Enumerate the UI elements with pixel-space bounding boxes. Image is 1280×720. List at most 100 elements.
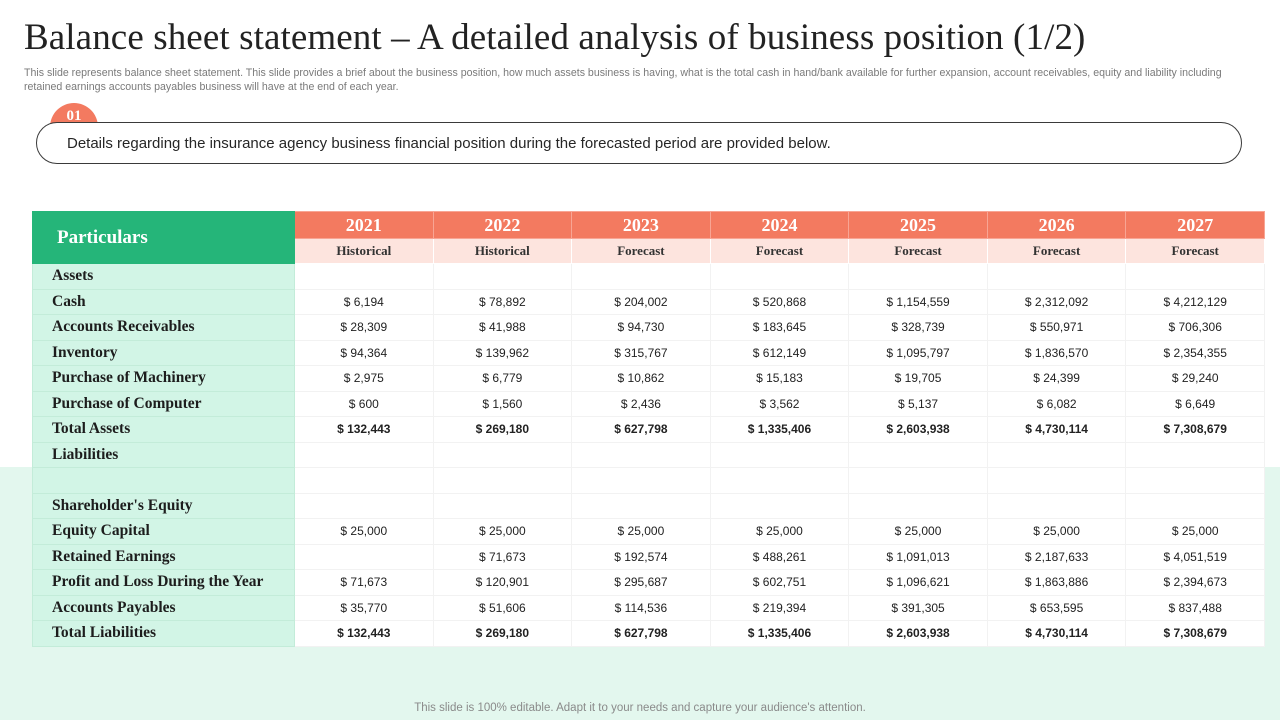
value-cell: $ 653,595 <box>986 594 1127 621</box>
value-cell <box>294 543 434 570</box>
value-cell: $ 28,309 <box>294 314 434 341</box>
value-cell: $ 120,901 <box>432 569 573 596</box>
value-cell: $ 15,183 <box>709 365 850 392</box>
value-cell <box>986 492 1127 519</box>
callout-text: Details regarding the insurance agency b… <box>67 135 831 152</box>
value-cell: $ 3,562 <box>709 390 850 417</box>
value-cell: $ 1,091,013 <box>848 543 988 570</box>
value-cell: $ 4,730,114 <box>986 416 1127 443</box>
value-cell: $ 5,137 <box>848 390 988 417</box>
value-cell: $ 1,836,570 <box>986 339 1127 366</box>
value-cell: $ 4,212,129 <box>1125 288 1265 315</box>
value-cell: $ 295,687 <box>571 569 711 596</box>
value-cell: $ 1,335,406 <box>709 416 850 443</box>
value-cell: $ 550,971 <box>986 314 1127 341</box>
value-cell <box>986 263 1127 290</box>
value-cell: $ 328,739 <box>848 314 988 341</box>
value-cell: $ 2,603,938 <box>848 416 988 443</box>
value-cell <box>294 263 434 290</box>
value-cell <box>1125 467 1265 494</box>
value-cell: $ 7,308,679 <box>1125 416 1265 443</box>
year-header: 2025 <box>848 211 988 239</box>
table-row: Purchase of Machinery $ 2,975 $ 6,779 $ 10,… <box>32 365 1265 392</box>
row-label: Inventory <box>32 339 295 366</box>
row-label <box>32 467 295 494</box>
value-cell: $ 600 <box>294 390 434 417</box>
value-cell <box>432 441 573 468</box>
table-row: Liabilities <box>32 441 1265 468</box>
table-row: Profit and Loss During the Year $ 71,673 $… <box>32 569 1265 596</box>
value-cell: $ 29,240 <box>1125 365 1265 392</box>
page-title: Balance sheet statement – A detailed ana… <box>24 17 1086 58</box>
value-cell <box>571 441 711 468</box>
value-cell: $ 837,488 <box>1125 594 1265 621</box>
value-cell: $ 627,798 <box>571 416 711 443</box>
table-row <box>32 467 1265 494</box>
table-row: Total Assets $ 132,443 $ 269,180 $ 627,798 $… <box>32 416 1265 443</box>
value-cell: $ 183,645 <box>709 314 850 341</box>
value-cell: $ 315,767 <box>571 339 711 366</box>
value-cell: $ 269,180 <box>432 620 573 647</box>
value-cell: $ 71,673 <box>432 543 573 570</box>
row-label: Total Liabilities <box>32 620 295 647</box>
callout-box: Details regarding the insurance agency b… <box>36 122 1242 164</box>
table-row: Shareholder's Equity <box>32 492 1265 519</box>
value-cell: $ 6,649 <box>1125 390 1265 417</box>
status-header: Historical <box>432 238 573 264</box>
value-cell: $ 1,335,406 <box>709 620 850 647</box>
value-cell: $ 2,436 <box>571 390 711 417</box>
value-cell <box>848 467 988 494</box>
year-header: 2024 <box>709 211 850 239</box>
value-cell: $ 204,002 <box>571 288 711 315</box>
table-row: Purchase of Computer $ 600 $ 1,560 $ 2,436 $… <box>32 390 1265 417</box>
value-cell: $ 24,399 <box>986 365 1127 392</box>
value-cell <box>1125 492 1265 519</box>
value-cell: $ 71,673 <box>294 569 434 596</box>
value-cell: $ 269,180 <box>432 416 573 443</box>
value-cell: $ 219,394 <box>709 594 850 621</box>
value-cell: $ 41,988 <box>432 314 573 341</box>
value-cell: $ 19,705 <box>848 365 988 392</box>
value-cell: $ 139,962 <box>432 339 573 366</box>
status-header: Forecast <box>986 238 1127 264</box>
value-cell: $ 132,443 <box>294 620 434 647</box>
value-cell: $ 612,149 <box>709 339 850 366</box>
year-header: 2027 <box>1125 211 1265 239</box>
value-cell: $ 192,574 <box>571 543 711 570</box>
value-cell <box>571 467 711 494</box>
value-cell: $ 25,000 <box>571 518 711 545</box>
row-label: Shareholder's Equity <box>32 492 295 519</box>
value-cell: $ 488,261 <box>709 543 850 570</box>
table-row: Cash $ 6,194 $ 78,892 $ 204,002 $ 520,868 $ 1… <box>32 288 1265 315</box>
value-cell: $ 2,354,355 <box>1125 339 1265 366</box>
slide-description: This slide represents balance sheet stat… <box>24 67 1222 93</box>
value-cell: $ 6,082 <box>986 390 1127 417</box>
value-cell: $ 1,095,797 <box>848 339 988 366</box>
value-cell: $ 78,892 <box>432 288 573 315</box>
status-header: Forecast <box>1125 238 1265 264</box>
value-cell: $ 602,751 <box>709 569 850 596</box>
row-label: Accounts Receivables <box>32 314 295 341</box>
row-label: Profit and Loss During the Year <box>32 569 295 596</box>
value-cell: $ 391,305 <box>848 594 988 621</box>
value-cell: $ 25,000 <box>1125 518 1265 545</box>
year-header: 2021 <box>294 211 434 239</box>
value-cell <box>709 263 850 290</box>
value-cell: $ 4,730,114 <box>986 620 1127 647</box>
value-cell: $ 25,000 <box>709 518 850 545</box>
table-row: Accounts Receivables $ 28,309 $ 41,988 $ 94… <box>32 314 1265 341</box>
value-cell: $ 114,536 <box>571 594 711 621</box>
status-header: Forecast <box>571 238 711 264</box>
value-cell: $ 25,000 <box>294 518 434 545</box>
value-cell <box>294 492 434 519</box>
row-label: Purchase of Machinery <box>32 365 295 392</box>
value-cell: $ 10,862 <box>571 365 711 392</box>
row-label: Accounts Payables <box>32 594 295 621</box>
particulars-header: Particulars <box>32 211 295 264</box>
value-cell <box>709 441 850 468</box>
value-cell: $ 6,194 <box>294 288 434 315</box>
table-row: Accounts Payables $ 35,770 $ 51,606 $ 114,5… <box>32 594 1265 621</box>
status-header: Historical <box>294 238 434 264</box>
table-body: Assets Cash $ 6,194 $ 78,892 $ 204,002 $ 520,… <box>32 263 1265 647</box>
value-cell: $ 2,394,673 <box>1125 569 1265 596</box>
